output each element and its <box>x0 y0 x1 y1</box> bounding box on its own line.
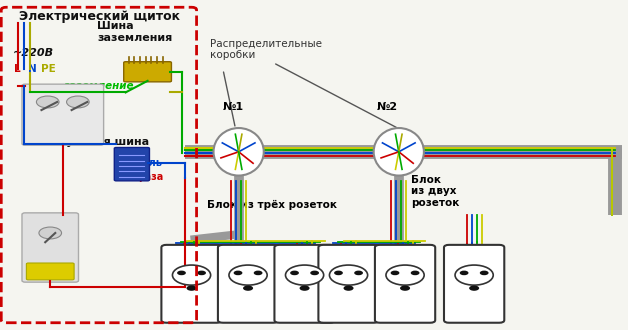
Text: Блок
из двух
розеток: Блок из двух розеток <box>411 175 460 208</box>
Circle shape <box>177 271 186 275</box>
Circle shape <box>455 265 493 285</box>
Text: PE: PE <box>41 64 56 74</box>
Circle shape <box>344 285 354 291</box>
Circle shape <box>330 265 367 285</box>
Text: Блок из трёх розеток: Блок из трёх розеток <box>207 200 337 210</box>
Circle shape <box>354 271 363 275</box>
Circle shape <box>480 271 489 275</box>
Text: №1: №1 <box>223 102 244 112</box>
Circle shape <box>400 285 410 291</box>
Circle shape <box>469 285 479 291</box>
Text: заземление: заземление <box>63 81 133 91</box>
Circle shape <box>243 285 253 291</box>
FancyBboxPatch shape <box>114 148 149 181</box>
Text: ~220В: ~220В <box>13 48 53 58</box>
FancyBboxPatch shape <box>375 245 435 323</box>
Circle shape <box>411 271 420 275</box>
Ellipse shape <box>214 128 264 176</box>
Circle shape <box>386 265 424 285</box>
Circle shape <box>286 265 323 285</box>
Text: фаза: фаза <box>135 172 163 182</box>
FancyBboxPatch shape <box>274 245 335 323</box>
Circle shape <box>391 271 399 275</box>
Circle shape <box>234 271 242 275</box>
FancyBboxPatch shape <box>318 245 379 323</box>
Circle shape <box>39 227 62 239</box>
FancyBboxPatch shape <box>218 245 278 323</box>
Text: ноль: ноль <box>135 158 162 168</box>
Circle shape <box>290 271 299 275</box>
FancyBboxPatch shape <box>124 62 171 82</box>
Circle shape <box>460 271 468 275</box>
FancyBboxPatch shape <box>22 84 104 145</box>
Ellipse shape <box>374 128 424 176</box>
Text: N: N <box>28 64 36 74</box>
Text: L: L <box>14 64 21 74</box>
Circle shape <box>334 271 343 275</box>
Circle shape <box>310 271 319 275</box>
Text: Распределительные
коробки: Распределительные коробки <box>210 39 322 60</box>
Circle shape <box>300 285 310 291</box>
Circle shape <box>67 96 89 108</box>
Circle shape <box>197 271 206 275</box>
FancyBboxPatch shape <box>161 245 222 323</box>
Circle shape <box>229 265 267 285</box>
Text: Нулевая шина: Нулевая шина <box>57 137 149 147</box>
FancyBboxPatch shape <box>444 245 504 323</box>
Circle shape <box>173 265 210 285</box>
FancyBboxPatch shape <box>26 263 74 280</box>
Text: №2: №2 <box>377 102 398 112</box>
Circle shape <box>36 96 59 108</box>
Circle shape <box>254 271 263 275</box>
Text: Электрический щиток: Электрический щиток <box>19 10 180 23</box>
Text: Шина
заземления: Шина заземления <box>97 21 173 43</box>
Circle shape <box>187 285 197 291</box>
FancyBboxPatch shape <box>22 213 78 282</box>
